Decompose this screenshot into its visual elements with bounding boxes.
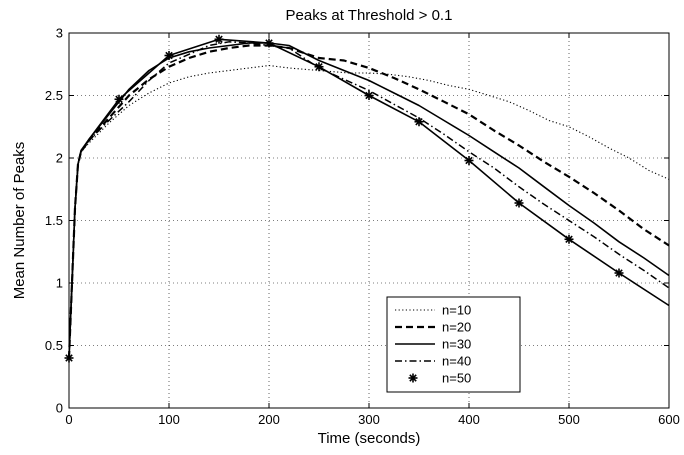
data-point [314, 62, 324, 72]
chart-title: Peaks at Threshold > 0.1 [286, 7, 453, 24]
data-point [414, 117, 424, 127]
x-axis-title: Time (seconds) [318, 430, 421, 447]
x-tick-label: 100 [158, 412, 180, 427]
series-line-n-10 [68, 64, 670, 359]
legend-entry: n=40 [395, 354, 471, 369]
x-tick-label: 300 [358, 412, 380, 427]
x-tick-label: 0 [65, 412, 72, 427]
legend-label: n=10 [442, 303, 471, 318]
x-tick-label: 200 [258, 412, 280, 427]
legend-marker [408, 373, 418, 383]
legend-label: n=20 [442, 320, 471, 335]
data-point [364, 91, 374, 100]
y-tick-label: 1.5 [45, 213, 63, 228]
x-tick-label: 400 [458, 412, 480, 427]
data-point [114, 94, 124, 104]
x-tick-label: 500 [558, 412, 580, 427]
y-tick-label: 0.5 [45, 338, 63, 353]
data-point [164, 51, 174, 60]
data-point [214, 34, 224, 44]
data-point [264, 38, 274, 48]
x-tick-label: 600 [658, 412, 680, 427]
y-tick-label: 0 [56, 401, 63, 416]
plot-series [64, 34, 670, 363]
data-point [464, 156, 474, 165]
legend-label: n=50 [442, 371, 471, 386]
legend-label: n=30 [442, 337, 471, 352]
data-point [614, 268, 624, 278]
data-point [514, 198, 524, 208]
legend: n=10 n=20 n=30 n=40 n=50 [386, 296, 521, 393]
y-tick-label: 1 [56, 276, 63, 291]
legend-entry: n=20 [395, 320, 471, 335]
series-line-n-50 [68, 38, 670, 359]
y-axis-title: Mean Number of Peaks [11, 142, 28, 300]
axis-ticks: 0 100 200 300 400 500 600 0 0.5 1 1.5 2 2.5 3 [45, 26, 680, 428]
legend-entry: n=30 [395, 337, 471, 352]
y-tick-label: 3 [56, 26, 63, 41]
legend-entry: n=10 [395, 303, 471, 318]
legend-entry: n=50 [408, 371, 471, 386]
y-tick-label: 2 [56, 151, 63, 166]
legend-label: n=40 [442, 354, 471, 369]
data-point [564, 234, 574, 244]
grid [69, 33, 669, 408]
y-tick-label: 2.5 [45, 88, 63, 103]
